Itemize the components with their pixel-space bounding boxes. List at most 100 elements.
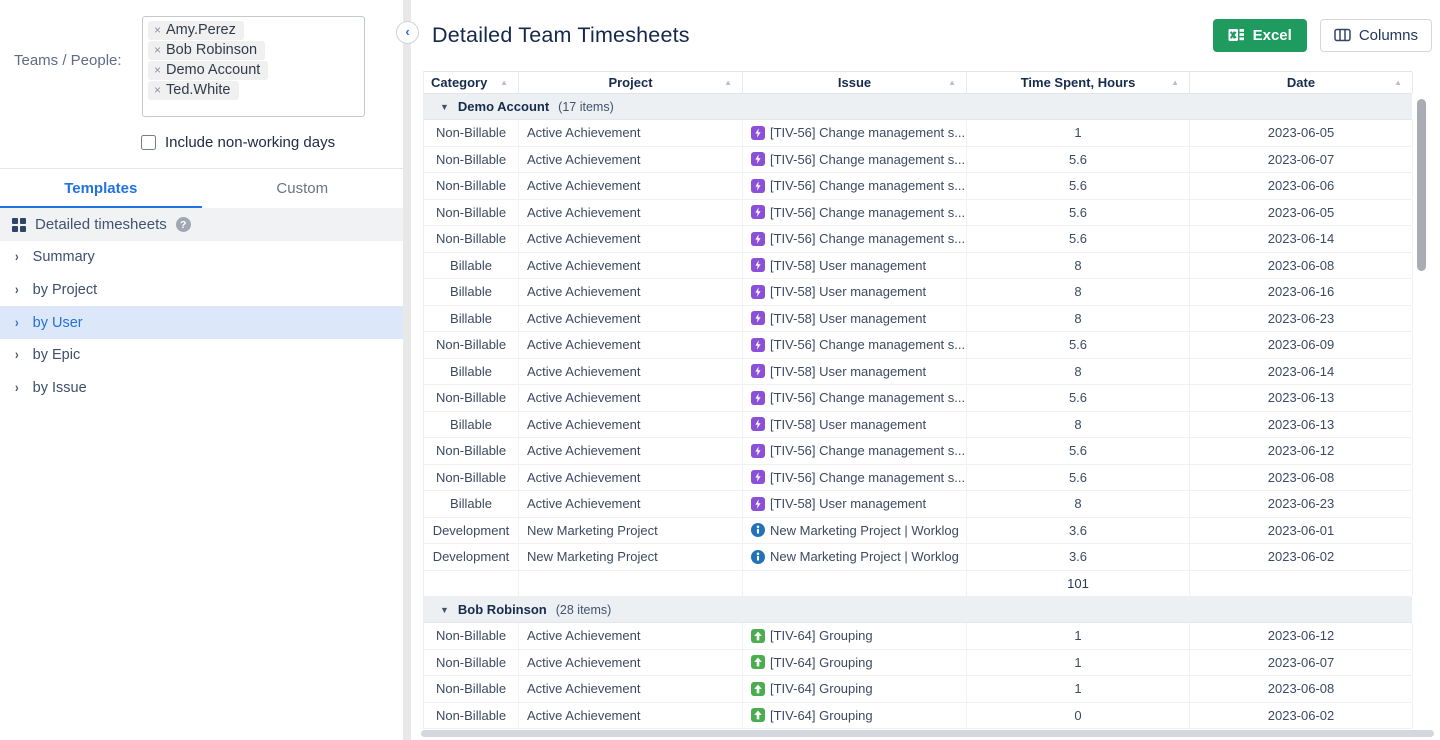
- column-header-project[interactable]: Project ▲: [519, 72, 743, 93]
- table-row[interactable]: Non-Billable Active Achievement [TIV-56] C…: [424, 199, 1413, 226]
- person-tag[interactable]: × Ted.White: [148, 81, 239, 100]
- table-row[interactable]: Non-Billable Active Achievement [TIV-56] C…: [424, 146, 1413, 173]
- remove-tag-icon[interactable]: ×: [154, 83, 162, 97]
- collapse-group-icon[interactable]: ▼: [440, 604, 449, 615]
- table-row[interactable]: Non-Billable Active Achievement [TIV-56] C…: [424, 173, 1413, 200]
- column-header-issue[interactable]: Issue ▲: [743, 72, 967, 93]
- sidebar-item-by-user[interactable]: › by User: [0, 306, 403, 340]
- group-header-row[interactable]: ▼ Bob Robinson (28 items): [424, 597, 1412, 623]
- help-icon[interactable]: ?: [175, 217, 191, 232]
- cell-time-spent: 5.6: [967, 146, 1190, 172]
- horizontal-scrollbar[interactable]: [421, 730, 1434, 738]
- sort-icon[interactable]: ▲: [1394, 78, 1402, 87]
- column-header-date[interactable]: Date ▲: [1190, 72, 1413, 93]
- tab-templates[interactable]: Templates: [0, 169, 202, 208]
- vertical-scrollbar[interactable]: [1412, 71, 1431, 729]
- sort-icon[interactable]: ▲: [948, 78, 956, 87]
- cell-issue[interactable]: New Marketing Project | Worklog: [743, 544, 967, 570]
- export-excel-button[interactable]: Excel: [1212, 18, 1307, 52]
- table-row[interactable]: Billable Active Achievement [TIV-58] User …: [424, 305, 1413, 332]
- epic-issue-icon: [751, 178, 765, 193]
- issue-label: [TIV-56] Change management s...: [770, 231, 966, 247]
- subtotal-category: [424, 570, 519, 596]
- cell-time-spent: 1: [967, 676, 1190, 702]
- cell-issue[interactable]: [TIV-56] Change management s...: [743, 438, 967, 464]
- cell-issue[interactable]: [TIV-56] Change management s...: [743, 199, 967, 225]
- table-row[interactable]: Non-Billable Active Achievement [TIV-56] C…: [424, 464, 1413, 491]
- table-row[interactable]: Non-Billable Active Achievement [TIV-64] G…: [424, 623, 1413, 650]
- person-tag[interactable]: × Demo Account: [148, 61, 269, 80]
- cell-project: Active Achievement: [519, 491, 743, 517]
- table-row[interactable]: Development New Marketing Project New Mark…: [424, 517, 1413, 544]
- table-row[interactable]: Billable Active Achievement [TIV-58] User …: [424, 411, 1413, 438]
- sort-icon[interactable]: ▲: [724, 78, 732, 87]
- cell-issue[interactable]: [TIV-64] Grouping: [743, 623, 967, 649]
- person-tag-label: Ted.White: [166, 82, 231, 98]
- cell-issue[interactable]: [TIV-56] Change management s...: [743, 332, 967, 358]
- sidebar-item-by-issue[interactable]: › by Issue: [0, 372, 403, 405]
- collapse-group-icon[interactable]: ▼: [440, 101, 449, 112]
- cell-issue[interactable]: [TIV-58] User management: [743, 411, 967, 437]
- table-row[interactable]: Non-Billable Active Achievement [TIV-56] C…: [424, 120, 1413, 147]
- cell-time-spent: 8: [967, 358, 1190, 384]
- sidebar-item-by-epic[interactable]: › by Epic: [0, 339, 403, 372]
- collapse-sidebar-button[interactable]: ‹: [396, 21, 419, 44]
- cell-issue[interactable]: [TIV-58] User management: [743, 279, 967, 305]
- table-row[interactable]: Billable Active Achievement [TIV-58] User …: [424, 358, 1413, 385]
- cell-date: 2023-06-07: [1190, 649, 1413, 675]
- table-row[interactable]: Non-Billable Active Achievement [TIV-56] C…: [424, 226, 1413, 253]
- table-row[interactable]: Non-Billable Active Achievement [TIV-64] G…: [424, 702, 1413, 729]
- table-row[interactable]: Non-Billable Active Achievement [TIV-64] G…: [424, 676, 1413, 703]
- table-row[interactable]: Development New Marketing Project New Mark…: [424, 544, 1413, 571]
- group-header-row[interactable]: ▼ Demo Account (17 items): [424, 94, 1412, 120]
- columns-button[interactable]: Columns: [1319, 18, 1432, 52]
- vertical-scrollbar-track[interactable]: [1412, 95, 1431, 729]
- sort-icon[interactable]: ▲: [1171, 78, 1179, 87]
- table-row[interactable]: Billable Active Achievement [TIV-58] User …: [424, 252, 1413, 279]
- cell-issue[interactable]: [TIV-58] User management: [743, 358, 967, 384]
- sidebar-item-summary[interactable]: › Summary: [0, 241, 403, 274]
- column-header-category[interactable]: Category ▲: [424, 72, 519, 93]
- remove-tag-icon[interactable]: ×: [154, 43, 162, 57]
- cell-issue[interactable]: [TIV-58] User management: [743, 252, 967, 278]
- horizontal-scrollbar-thumb[interactable]: [421, 730, 1434, 737]
- cell-issue[interactable]: [TIV-56] Change management s...: [743, 385, 967, 411]
- chevron-right-icon: ›: [15, 249, 19, 265]
- sort-icon[interactable]: ▲: [500, 78, 508, 87]
- cell-issue[interactable]: [TIV-56] Change management s...: [743, 226, 967, 252]
- cell-project: Active Achievement: [519, 464, 743, 490]
- table-row[interactable]: Non-Billable Active Achievement [TIV-56] C…: [424, 332, 1413, 359]
- panel-splitter[interactable]: [403, 0, 411, 740]
- cell-issue[interactable]: [TIV-64] Grouping: [743, 676, 967, 702]
- cell-issue[interactable]: [TIV-58] User management: [743, 491, 967, 517]
- people-multiselect[interactable]: × Amy.Perez × Bob Robinson × Demo Account × Ted…: [142, 16, 365, 117]
- remove-tag-icon[interactable]: ×: [154, 63, 162, 77]
- cell-time-spent: 0: [967, 702, 1190, 728]
- cell-issue[interactable]: [TIV-56] Change management s...: [743, 146, 967, 172]
- cell-issue[interactable]: [TIV-56] Change management s...: [743, 173, 967, 199]
- cell-project: Active Achievement: [519, 226, 743, 252]
- column-header-time-spent-hours[interactable]: Time Spent, Hours ▲: [967, 72, 1190, 93]
- table-row[interactable]: Billable Active Achievement [TIV-58] User …: [424, 279, 1413, 306]
- cell-date: 2023-06-08: [1190, 252, 1413, 278]
- cell-issue[interactable]: [TIV-64] Grouping: [743, 702, 967, 728]
- cell-issue[interactable]: New Marketing Project | Worklog: [743, 517, 967, 543]
- cell-time-spent: 8: [967, 252, 1190, 278]
- cell-issue[interactable]: [TIV-56] Change management s...: [743, 464, 967, 490]
- include-non-working-days-checkbox[interactable]: [141, 135, 156, 150]
- vertical-scrollbar-thumb[interactable]: [1417, 99, 1426, 271]
- subtotal-date: [1190, 570, 1413, 596]
- person-tag[interactable]: × Bob Robinson: [148, 41, 266, 60]
- table-row[interactable]: Billable Active Achievement [TIV-58] User …: [424, 491, 1413, 518]
- table-row[interactable]: Non-Billable Active Achievement [TIV-64] G…: [424, 649, 1413, 676]
- table-row[interactable]: Non-Billable Active Achievement [TIV-56] C…: [424, 385, 1413, 412]
- cell-issue[interactable]: [TIV-56] Change management s...: [743, 120, 967, 146]
- person-tag[interactable]: × Amy.Perez: [148, 21, 244, 40]
- sidebar-item-by-project[interactable]: › by Project: [0, 274, 403, 307]
- remove-tag-icon[interactable]: ×: [154, 23, 162, 37]
- cell-issue[interactable]: [TIV-58] User management: [743, 305, 967, 331]
- cell-issue[interactable]: [TIV-64] Grouping: [743, 649, 967, 675]
- table-row[interactable]: Non-Billable Active Achievement [TIV-56] C…: [424, 438, 1413, 465]
- epic-issue-icon: [751, 364, 765, 379]
- tab-custom[interactable]: Custom: [276, 180, 329, 197]
